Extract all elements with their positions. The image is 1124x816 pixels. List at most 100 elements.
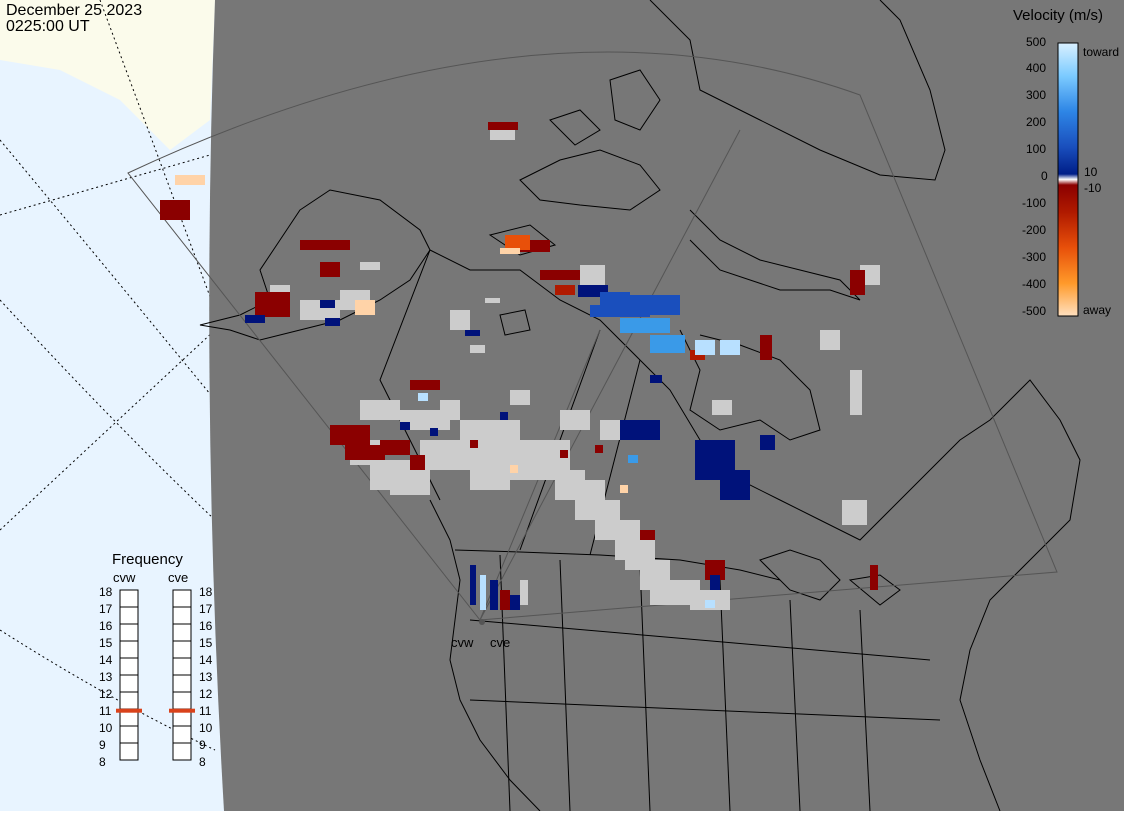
frequency-stacks	[116, 589, 195, 761]
scatter-cell	[820, 330, 840, 350]
frequency-scale-label: 15	[99, 636, 113, 650]
scatter-cell	[705, 600, 715, 608]
scatter-cell	[850, 370, 862, 415]
scatter-cell	[510, 465, 518, 473]
velocity-tick-label: 100	[1026, 142, 1047, 156]
scatter-cell	[380, 440, 410, 455]
frequency-scale-label: 14	[99, 653, 113, 667]
scatter-cell	[355, 300, 375, 315]
frequency-marker-cvw	[116, 708, 142, 713]
scatter-cell	[160, 200, 190, 220]
toward-label: toward	[1083, 45, 1120, 59]
scatter-cell	[620, 485, 628, 493]
frequency-scale-label: 15	[199, 636, 213, 650]
frequency-scale-label: 10	[99, 721, 113, 735]
scatter-cell	[500, 412, 508, 420]
scatter-cell	[695, 340, 715, 355]
scatter-cell	[720, 340, 740, 355]
scatter-cell	[540, 270, 580, 280]
scatter-cell	[400, 410, 450, 430]
velocity-tick-label: 0	[1041, 169, 1048, 183]
frequency-scale-label: 10	[199, 721, 213, 735]
frequency-panel-title: Frequency	[112, 551, 183, 568]
scatter-cell	[470, 565, 476, 605]
away-label: away	[1083, 303, 1112, 317]
scatter-cell	[760, 335, 772, 360]
velocity-tick-label: 300	[1026, 88, 1047, 102]
scatter-cell	[555, 285, 575, 295]
frequency-scale-label: 13	[199, 670, 213, 684]
scatter-cell	[255, 292, 290, 317]
scatter-cell	[520, 580, 528, 605]
velocity-legend-title: Velocity (m/s)	[1013, 7, 1104, 24]
scatter-cell	[760, 435, 775, 450]
scatter-cell	[500, 248, 520, 254]
scatter-cell	[345, 445, 385, 460]
frequency-scale-label: 14	[199, 653, 213, 667]
scatter-cell	[410, 455, 425, 470]
scatter-cell	[430, 428, 438, 436]
scatter-cell	[510, 390, 530, 405]
frequency-scale-label: 18	[99, 585, 113, 599]
scatter-cell	[490, 580, 498, 610]
scatter-cell	[650, 335, 685, 353]
frequency-scale-label: 11	[99, 704, 112, 718]
radar-label-cvw: cvw	[451, 635, 474, 650]
scatter-cell	[320, 300, 335, 308]
scatter-cell	[712, 400, 732, 415]
velocity-colorbar	[1057, 42, 1079, 317]
scatter-cell	[320, 262, 340, 277]
frequency-scale-label: 11	[199, 704, 212, 718]
scatter-cell	[400, 422, 410, 430]
velocity-tick-label: 400	[1026, 61, 1047, 75]
scatter-cell	[870, 565, 878, 590]
velocity-tick-label: -300	[1022, 250, 1047, 264]
scatter-cell	[360, 262, 380, 270]
scatter-cell	[418, 393, 428, 401]
velocity-tick-label: 500	[1026, 35, 1047, 49]
scatter-cell	[325, 318, 340, 326]
date-label: December 25 2023	[6, 2, 143, 19]
scatter-cell	[465, 330, 480, 336]
scatter-cell	[560, 450, 568, 458]
frequency-scale-label: 17	[99, 602, 113, 616]
scatter-cell	[470, 440, 478, 448]
frequency-scale-label: 9	[199, 738, 206, 752]
velocity-tick-label: -400	[1022, 277, 1047, 291]
scatter-cell	[480, 575, 486, 610]
earth-disk	[209, 0, 1124, 811]
radar-label-cve: cve	[490, 635, 511, 650]
frequency-scale-label: 13	[99, 670, 113, 684]
frequency-scale-label: 12	[99, 687, 113, 701]
scatter-cell	[628, 455, 638, 463]
scatter-cell	[595, 445, 603, 453]
frequency-scale-label: 8	[199, 755, 206, 769]
scatter-cell	[620, 420, 660, 440]
stack-label-cvw: cvw	[113, 570, 136, 585]
scatter-cell	[850, 270, 865, 295]
frequency-scale-label: 18	[199, 585, 213, 599]
scatter-cell	[485, 298, 500, 303]
velocity-tick-label: -500	[1022, 304, 1047, 318]
frequency-marker-cve	[169, 708, 195, 713]
velocity-tick-label: -200	[1022, 223, 1047, 237]
scatter-cell	[330, 425, 370, 445]
scatter-cell	[450, 310, 470, 330]
scatter-cell	[590, 305, 650, 317]
velocity-tick-label: 200	[1026, 115, 1047, 129]
scatter-cells	[160, 122, 880, 610]
frequency-scale-label: 16	[99, 619, 113, 633]
frequency-scale-label: 9	[99, 738, 106, 752]
scatter-cell	[500, 590, 510, 610]
scatter-cell	[500, 440, 540, 480]
radar-site-marker	[479, 619, 485, 625]
scatter-cell	[710, 575, 720, 590]
scatter-cell	[390, 470, 430, 495]
frequency-scale-label: 12	[199, 687, 213, 701]
frequency-scale-label: 16	[199, 619, 213, 633]
time-label: 0225:00 UT	[6, 18, 90, 35]
scatter-cell	[505, 235, 530, 250]
scatter-cell	[720, 470, 750, 500]
frequency-scale-label: 17	[199, 602, 213, 616]
